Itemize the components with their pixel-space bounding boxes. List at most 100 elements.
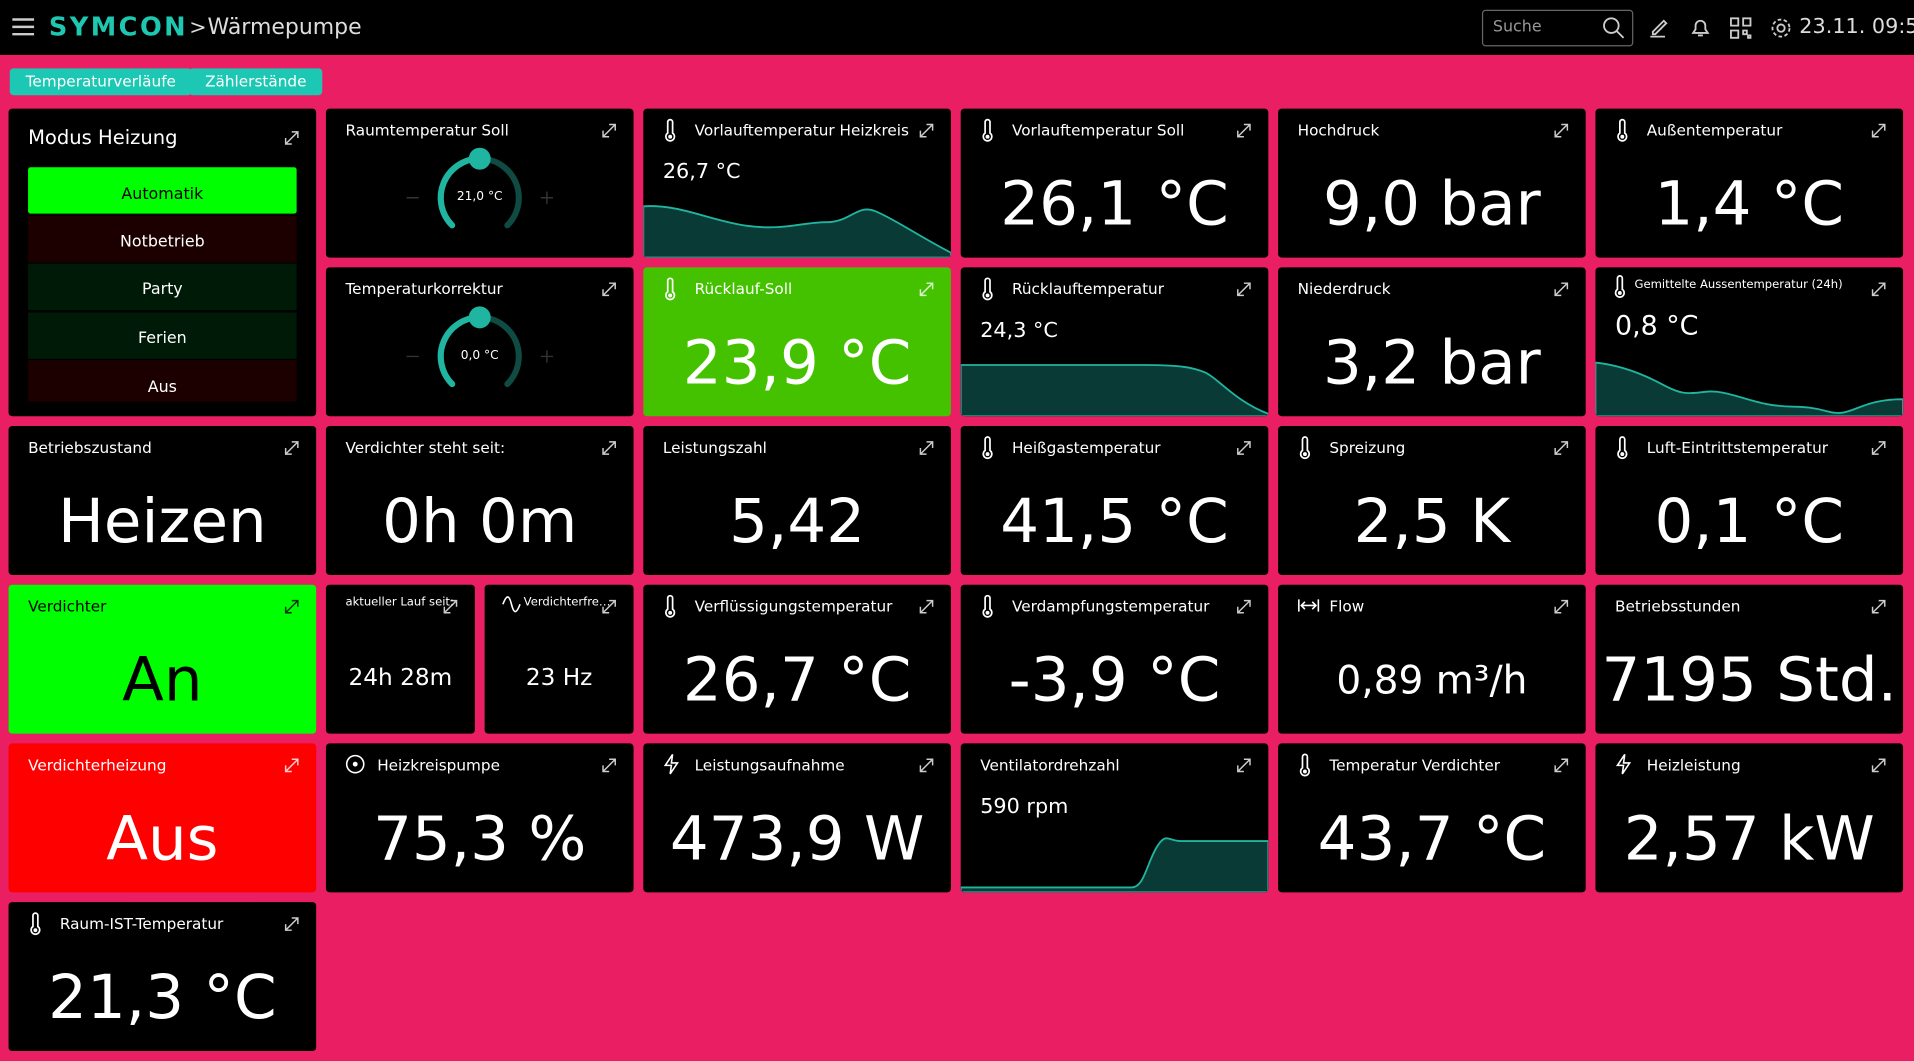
mode-option[interactable]: Notbetrieb	[28, 215, 297, 262]
tile[interactable]: Betriebsstunden 7195 Std.	[1595, 584, 1904, 734]
expand-button[interactable]	[602, 599, 617, 614]
edit-button[interactable]	[1648, 17, 1670, 39]
dial[interactable]	[326, 267, 634, 416]
expand-button[interactable]	[1237, 282, 1252, 297]
expand-button[interactable]	[1554, 758, 1569, 773]
expand-button[interactable]	[1871, 758, 1886, 773]
expand-button[interactable]	[602, 758, 617, 773]
tile[interactable]: Niederdruck 3,2 bar	[1278, 267, 1586, 417]
tile[interactable]: Rücklauf-Soll 23,9 °C	[643, 267, 951, 417]
tile[interactable]: Leistungsaufnahme 473,9 W	[643, 743, 951, 893]
tile[interactable]: Verdichter An	[8, 584, 317, 734]
expand-button[interactable]	[1554, 599, 1569, 614]
expand-button[interactable]	[284, 131, 299, 146]
tile-title: Leistungszahl	[662, 438, 767, 457]
tile[interactable]: Modus Heizung Automatik Notbetrieb Party Fer…	[8, 108, 317, 417]
tile-title: Leistungsaufnahme	[694, 755, 845, 774]
tile[interactable]: Temperatur Verdichter 43,7 °C	[1278, 743, 1586, 893]
expand-button[interactable]	[1237, 123, 1252, 138]
tile[interactable]: Verdichterheizung Aus	[8, 743, 317, 893]
tile-icon	[1299, 436, 1310, 459]
tile-title: Heißgastemperatur	[1011, 438, 1161, 457]
tile[interactable]: Flow 0,89 m³/h	[1278, 584, 1586, 734]
settings-button[interactable]	[1770, 17, 1792, 39]
expand-button[interactable]	[1554, 441, 1569, 456]
tile-icon	[982, 594, 993, 618]
tile-title: Luft-Eintrittstemperatur	[1646, 438, 1829, 457]
tile-title: Heizleistung	[1646, 755, 1741, 774]
tile[interactable]: Luft-Eintrittstemperatur 0,1 °C	[1595, 426, 1904, 575]
tile[interactable]: Vorlauftemperatur Soll 26,1 °C	[960, 108, 1269, 258]
mode-option[interactable]: Automatik	[28, 167, 297, 214]
tile[interactable]: Heißgastemperatur 41,5 °C	[960, 426, 1269, 575]
tab[interactable]: Zählerstände	[189, 68, 323, 96]
expand-button[interactable]	[919, 758, 934, 773]
tile-value: 26,7 °C	[682, 644, 912, 716]
tile[interactable]: Betriebszustand Heizen	[8, 426, 317, 575]
tile-value: 590 rpm	[980, 794, 1069, 820]
expand-button[interactable]	[1237, 441, 1252, 456]
tab[interactable]: Temperaturverläufe	[9, 68, 192, 96]
search-box[interactable]: Suche	[1481, 9, 1634, 47]
tile[interactable]: Verdampfungstemperatur -3,9 °C	[960, 584, 1269, 734]
tile[interactable]: aktueller Lauf seit: 24h 28m	[325, 584, 475, 734]
tile[interactable]: Spreizung 2,5 K	[1278, 426, 1586, 575]
mode-option[interactable]: Ferien	[28, 311, 297, 359]
tile-title: Hochdruck	[1297, 120, 1380, 140]
expand-button[interactable]	[602, 441, 617, 456]
expand-button[interactable]	[1871, 282, 1886, 297]
tile[interactable]: Ventilatordrehzahl 590 rpm	[960, 743, 1269, 893]
qr-button[interactable]	[1730, 17, 1752, 39]
tile[interactable]: Verdichter steht seit: 0h 0m	[325, 426, 634, 575]
tile-value: 26,7 °C	[662, 159, 741, 185]
tile[interactable]: Hochdruck 9,0 bar	[1278, 108, 1586, 258]
tile[interactable]: Verflüssigungstemperatur 26,7 °C	[643, 584, 951, 734]
tile[interactable]: Gemittelte Aussentemperatur (24h) 0,8 °C	[1595, 267, 1904, 417]
tile[interactable]: Temperaturkorrektur 0,0 °C	[325, 267, 634, 417]
expand-button[interactable]	[1871, 441, 1886, 456]
expand-button[interactable]	[919, 282, 934, 297]
tile-title: Modus Heizung	[28, 125, 178, 149]
notifications-button[interactable]	[1689, 17, 1711, 39]
tile[interactable]: Rücklauftemperatur 24,3 °C	[960, 267, 1269, 417]
tile[interactable]: Heizkreispumpe 75,3 %	[325, 743, 634, 893]
tile-title: Gemittelte Aussentemperatur (24h)	[1634, 278, 1843, 292]
expand-button[interactable]	[602, 282, 617, 297]
tile[interactable]: Raumtemperatur Soll 21,0 °C	[325, 108, 634, 258]
expand-button[interactable]	[1554, 282, 1569, 297]
expand-button[interactable]	[602, 123, 617, 138]
tile-title: Verdampfungstemperatur	[1011, 596, 1210, 616]
expand-button[interactable]	[919, 599, 934, 614]
menu-button[interactable]	[12, 17, 35, 37]
expand-button[interactable]	[919, 123, 934, 138]
tile[interactable]: Raum-IST-Temperatur 21,3 °C	[8, 902, 317, 1052]
tile-title: Temperatur Verdichter	[1329, 755, 1501, 774]
mode-option[interactable]: Aus	[28, 360, 297, 402]
expand-button[interactable]	[284, 599, 299, 614]
expand-button[interactable]	[284, 917, 299, 932]
tile[interactable]: Verdichterfre… 23 Hz	[484, 584, 634, 734]
tile[interactable]: Heizleistung 2,57 kW	[1595, 743, 1904, 893]
mode-option[interactable]: Party	[28, 263, 297, 311]
tile-value: -3,9 °C	[1008, 644, 1221, 716]
expand-button[interactable]	[919, 441, 934, 456]
brand[interactable]: SYMCON	[48, 12, 189, 42]
tile-title: Verdichterheizung	[28, 755, 167, 774]
expand-button[interactable]	[1871, 599, 1886, 614]
tile-value: 75,3 %	[373, 803, 587, 875]
expand-button[interactable]	[1237, 599, 1252, 614]
tile[interactable]: Vorlauftemperatur Heizkreis 26,7 °C	[643, 108, 951, 258]
expand-button[interactable]	[1871, 123, 1886, 138]
sparkline	[960, 364, 1269, 417]
expand-button[interactable]	[284, 441, 299, 456]
dial[interactable]	[326, 109, 634, 258]
tile-title: Rücklauf-Soll	[694, 279, 793, 298]
expand-button[interactable]	[1554, 123, 1569, 138]
expand-button[interactable]	[284, 758, 299, 773]
expand-button[interactable]	[443, 599, 458, 614]
expand-button[interactable]	[1237, 758, 1252, 773]
tile[interactable]: Leistungszahl 5,42	[643, 426, 951, 575]
tile[interactable]: Außentemperatur 1,4 °C	[1595, 108, 1904, 258]
tile-title: Raumtemperatur Soll	[345, 120, 509, 140]
